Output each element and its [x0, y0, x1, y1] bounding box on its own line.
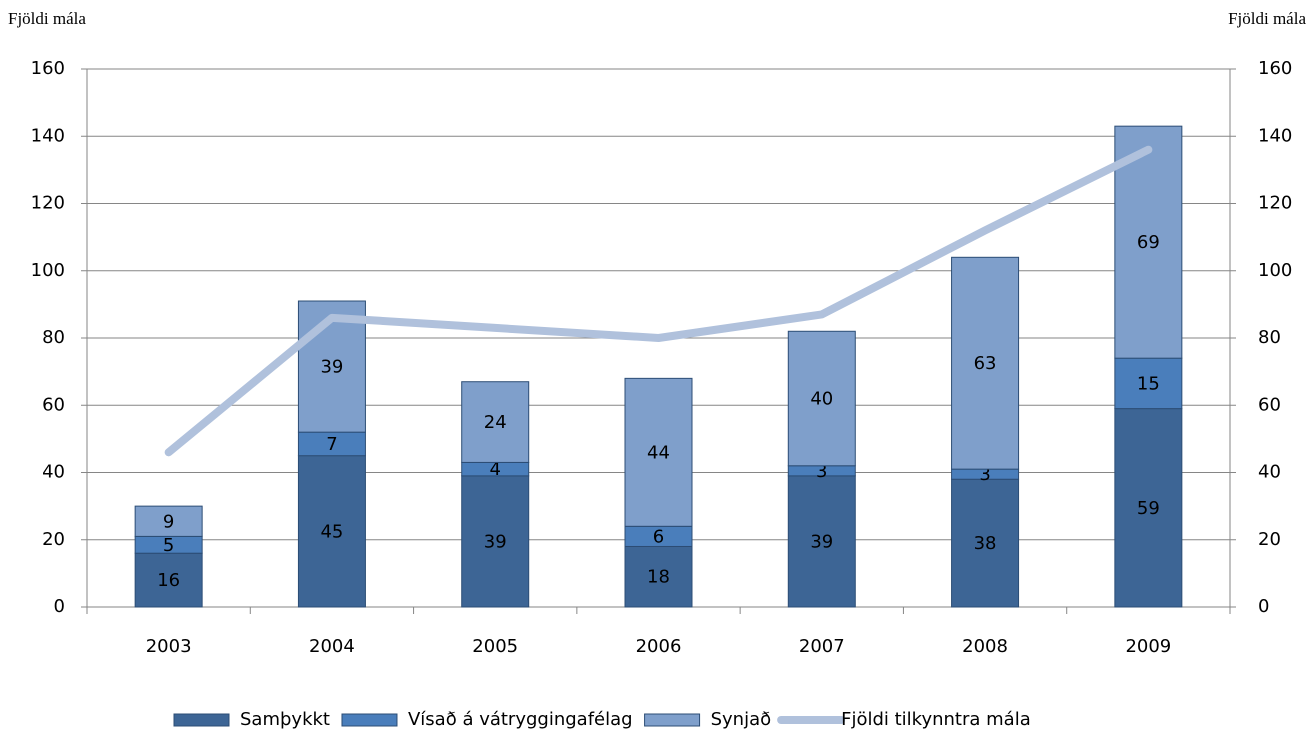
- y2-tick-label: 20: [1258, 529, 1281, 550]
- x-tick-label: 2008: [962, 636, 1008, 657]
- legend-label: Vísað á vátryggingafélag: [408, 709, 633, 730]
- bar-segment: [297, 455, 366, 608]
- y2-tick-label: 140: [1258, 125, 1292, 146]
- data-label: 63: [974, 353, 997, 374]
- bar-segment: [787, 330, 856, 467]
- data-label: 5: [163, 535, 174, 556]
- legend-label: Fjöldi tilkynntra mála: [841, 709, 1031, 730]
- line-series: [164, 145, 1153, 457]
- y2-tick-label: 120: [1258, 193, 1292, 214]
- bar-segment: [461, 381, 530, 463]
- y2-tick-label: 40: [1258, 462, 1281, 483]
- y-tick-label: 80: [42, 327, 65, 348]
- x-tick-label: 2009: [1125, 636, 1171, 657]
- legend-swatch: [173, 713, 230, 727]
- bar-segment: [624, 545, 693, 608]
- bar-segment: [624, 377, 693, 527]
- data-label: 45: [320, 521, 343, 542]
- y2-tick-label: 160: [1258, 58, 1292, 79]
- y2-axis-label: Fjöldi mála: [1228, 9, 1306, 28]
- data-label: 59: [1137, 498, 1160, 519]
- y-axis-label: Fjöldi mála: [8, 9, 86, 28]
- data-label: 7: [326, 434, 337, 455]
- data-label: 69: [1137, 232, 1160, 253]
- x-tick-label: 2006: [636, 636, 682, 657]
- x-tick-label: 2005: [472, 636, 518, 657]
- y-tick-label: 60: [42, 394, 65, 415]
- data-label: 15: [1137, 373, 1160, 394]
- y-tick-label: 0: [54, 596, 65, 617]
- bar-segment: [1114, 408, 1183, 608]
- data-label: 39: [484, 531, 507, 552]
- bar-segment: [951, 478, 1020, 608]
- x-tick-label: 2007: [799, 636, 845, 657]
- data-label: 16: [157, 570, 180, 591]
- y2-tick-label: 60: [1258, 394, 1281, 415]
- legend-swatch: [644, 713, 701, 727]
- data-label: 40: [810, 389, 833, 410]
- y-tick-label: 40: [42, 462, 65, 483]
- legend-label: Samþykkt: [240, 709, 330, 730]
- data-label: 9: [163, 511, 174, 532]
- data-label: 3: [816, 461, 827, 482]
- data-label: 39: [810, 531, 833, 552]
- data-label: 6: [653, 526, 664, 547]
- bar-segment: [134, 552, 203, 608]
- y2-tick-label: 0: [1258, 596, 1269, 617]
- y2-tick-label: 80: [1258, 327, 1281, 348]
- bar-segment: [134, 505, 203, 537]
- data-label: 18: [647, 567, 670, 588]
- bar-segment: [1114, 357, 1183, 410]
- legend-swatch: [341, 713, 398, 727]
- legend-label: Synjað: [711, 709, 772, 730]
- x-tick-label: 2004: [309, 636, 355, 657]
- data-label: 24: [484, 412, 507, 433]
- x-tick-label: 2003: [146, 636, 192, 657]
- data-label: 44: [647, 442, 670, 463]
- data-label: 3: [979, 464, 990, 485]
- data-label: 4: [489, 459, 500, 480]
- bar-segment: [951, 256, 1020, 470]
- y-tick-label: 20: [42, 529, 65, 550]
- bar-segment: [787, 475, 856, 608]
- y-tick-label: 100: [31, 260, 65, 281]
- y2-tick-label: 100: [1258, 260, 1292, 281]
- data-label: 38: [974, 533, 997, 554]
- data-label: 39: [320, 357, 343, 378]
- y-tick-label: 160: [31, 58, 65, 79]
- y-tick-label: 140: [31, 125, 65, 146]
- y-tick-label: 120: [31, 193, 65, 214]
